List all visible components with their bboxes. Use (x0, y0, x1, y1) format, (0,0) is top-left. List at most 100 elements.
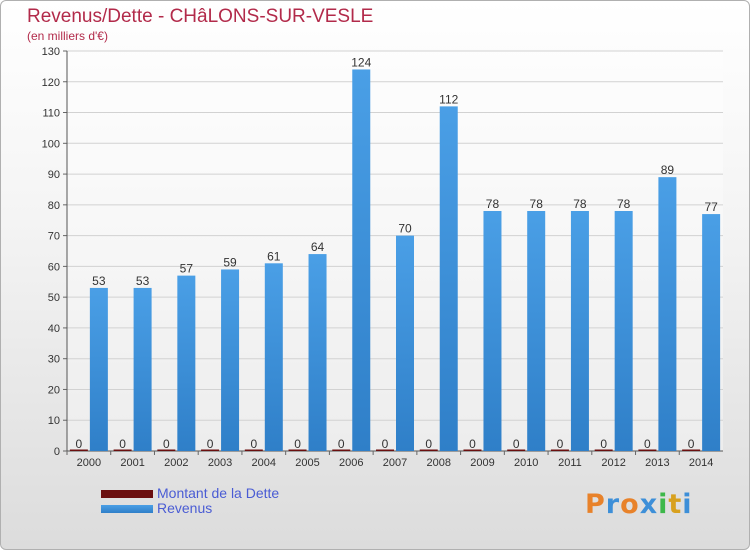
chart-title: Revenus/Dette - CHâLONS-SUR-VESLE (27, 6, 374, 27)
bar-revenus (89, 287, 108, 451)
x-tick-label: 2007 (383, 457, 407, 469)
legend-label-revenus: Revenus (157, 500, 213, 516)
data-label-dette: 0 (557, 437, 564, 451)
data-label-dette: 0 (294, 437, 301, 451)
logo-letter: t (668, 489, 683, 520)
y-tick-label: 130 (42, 46, 60, 58)
bar-revenus (352, 69, 371, 451)
data-label-dette: 0 (163, 437, 170, 451)
proxiti-logo: Proxiti (585, 489, 693, 520)
logo-letter: x (639, 489, 659, 520)
bar-dette (463, 449, 482, 451)
y-tick-label: 20 (48, 384, 60, 396)
y-tick-label: 120 (42, 77, 60, 89)
legend-swatch-dette (101, 490, 153, 498)
x-tick-label: 2014 (689, 457, 713, 469)
data-label-dette: 0 (688, 437, 695, 451)
bar-revenus (308, 254, 327, 451)
y-tick-label: 100 (42, 138, 60, 150)
y-tick-label: 50 (48, 292, 60, 304)
data-label-revenus: 78 (617, 197, 631, 211)
data-label-revenus: 78 (530, 197, 544, 211)
data-label-revenus: 78 (573, 197, 587, 211)
x-tick-label: 2000 (77, 457, 101, 469)
data-label-revenus: 53 (92, 274, 106, 288)
bar-revenus (614, 211, 633, 451)
data-label-dette: 0 (119, 437, 126, 451)
logo-letter: P (585, 489, 606, 520)
data-label-dette: 0 (250, 437, 257, 451)
data-label-revenus: 112 (439, 92, 458, 106)
bar-dette (157, 449, 176, 451)
bar-revenus (702, 214, 721, 451)
data-label-dette: 0 (207, 437, 214, 451)
data-label-revenus: 70 (398, 222, 412, 236)
x-tick-label: 2011 (558, 457, 582, 469)
x-tick-label: 2010 (514, 457, 538, 469)
bar-dette (507, 449, 526, 451)
bar-dette (594, 449, 613, 451)
logo-letter: o (620, 489, 640, 520)
data-label-dette: 0 (600, 437, 607, 451)
data-label-dette: 0 (382, 437, 389, 451)
data-label-dette: 0 (76, 437, 83, 451)
y-tick-label: 0 (54, 446, 60, 458)
data-label-revenus: 89 (661, 163, 675, 177)
data-label-revenus: 61 (267, 249, 281, 263)
data-label-dette: 0 (513, 437, 520, 451)
bar-revenus (439, 106, 458, 451)
bar-revenus (177, 275, 196, 451)
x-tick-label: 2001 (120, 457, 144, 469)
x-tick-label: 2004 (252, 457, 276, 469)
data-label-dette: 0 (469, 437, 476, 451)
bar-dette (244, 449, 263, 451)
bar-dette (419, 449, 438, 451)
bar-dette (69, 449, 88, 451)
y-tick-label: 90 (48, 169, 60, 181)
legend-swatch-revenus (101, 505, 153, 513)
data-label-revenus: 77 (704, 200, 718, 214)
x-tick-label: 2009 (470, 457, 494, 469)
data-label-revenus: 64 (311, 240, 325, 254)
bar-revenus (264, 263, 283, 451)
x-tick-label: 2013 (645, 457, 669, 469)
y-tick-label: 10 (48, 415, 60, 427)
plot-area (67, 51, 723, 451)
data-label-revenus: 78 (486, 197, 500, 211)
x-tick-label: 2012 (601, 457, 625, 469)
data-label-revenus: 57 (180, 262, 194, 276)
bar-revenus (483, 211, 502, 451)
data-label-dette: 0 (338, 437, 345, 451)
x-tick-label: 2002 (164, 457, 188, 469)
data-label-revenus: 59 (223, 255, 237, 269)
legend-label-dette: Montant de la Dette (157, 485, 280, 501)
x-tick-label: 2003 (208, 457, 232, 469)
bar-dette (332, 449, 351, 451)
data-label-revenus: 53 (136, 274, 150, 288)
logo-letter: i (682, 489, 693, 520)
bar-revenus (527, 211, 546, 451)
bar-dette (682, 449, 701, 451)
bar-revenus (133, 287, 152, 451)
bar-dette (113, 449, 132, 451)
y-tick-label: 60 (48, 261, 60, 273)
bar-revenus (221, 269, 240, 451)
y-tick-label: 110 (42, 108, 60, 120)
bar-dette (288, 449, 307, 451)
x-tick-label: 2006 (339, 457, 363, 469)
logo-letter: i (658, 489, 669, 520)
y-tick-label: 40 (48, 323, 60, 335)
bar-revenus (570, 211, 589, 451)
bar-revenus (658, 177, 677, 451)
bar-dette (550, 449, 569, 451)
y-tick-label: 70 (48, 231, 60, 243)
bar-dette (201, 449, 220, 451)
chart-subtitle: (en milliers d'€) (27, 29, 108, 43)
x-tick-label: 2005 (295, 457, 319, 469)
y-tick-label: 30 (48, 354, 60, 366)
bar-dette (376, 449, 394, 451)
x-tick-label: 2008 (426, 457, 450, 469)
logo-letter: r (605, 489, 621, 520)
y-tick-label: 80 (48, 200, 60, 212)
